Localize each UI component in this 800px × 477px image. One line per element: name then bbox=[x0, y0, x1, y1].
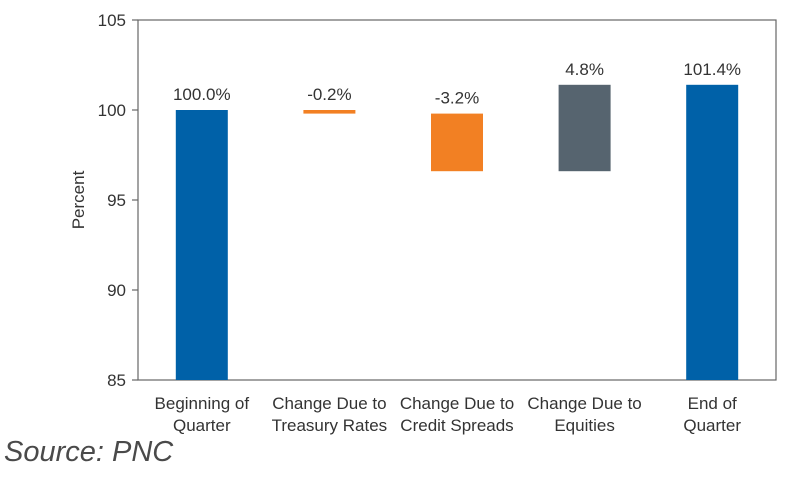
data-labels: 100.0% -0.2% -3.2% 4.8% 101.4% bbox=[173, 60, 741, 108]
bar bbox=[303, 110, 356, 114]
bar bbox=[686, 84, 739, 381]
plot-border bbox=[137, 19, 777, 381]
y-axis-ticks: 85 90 95 100 105 bbox=[98, 11, 138, 390]
y-tick-label: 100 bbox=[98, 101, 126, 120]
x-category-label-line: Beginning of bbox=[155, 394, 250, 413]
source-note: Source: PNC bbox=[4, 436, 174, 468]
x-category-label: End of Quarter bbox=[683, 394, 741, 435]
x-category-label: Change Due to Equities bbox=[527, 394, 641, 435]
y-tick-label: 95 bbox=[107, 191, 126, 210]
x-category-label-line: Change Due to bbox=[272, 394, 386, 413]
bar bbox=[558, 84, 611, 172]
bars bbox=[175, 84, 739, 381]
bar-value-label: 101.4% bbox=[683, 60, 741, 79]
x-category-label-line: Change Due to bbox=[527, 394, 641, 413]
bar-value-label: 4.8% bbox=[565, 60, 604, 79]
y-tick-label: 85 bbox=[107, 371, 126, 390]
y-axis-title: Percent bbox=[69, 170, 88, 229]
bar bbox=[175, 110, 228, 380]
bar bbox=[431, 113, 483, 172]
bar-value-label: -0.2% bbox=[307, 85, 351, 104]
category-labels: Beginning of Quarter Change Due to Treasury… bbox=[155, 394, 742, 435]
x-category-label-line: Quarter bbox=[683, 416, 741, 435]
x-category-label: Change Due to Credit Spreads bbox=[400, 394, 514, 435]
x-category-label-line: Quarter bbox=[173, 416, 231, 435]
x-category-label-line: Change Due to bbox=[400, 394, 514, 413]
plot-frame bbox=[137, 19, 777, 381]
x-category-label-line: Equities bbox=[554, 416, 614, 435]
x-category-label-line: End of bbox=[688, 394, 737, 413]
x-category-label-line: Credit Spreads bbox=[400, 416, 513, 435]
bar-value-label: 100.0% bbox=[173, 85, 231, 104]
y-tick-label: 105 bbox=[98, 11, 126, 30]
x-category-label: Change Due to Treasury Rates bbox=[272, 394, 388, 435]
y-tick-label: 90 bbox=[107, 281, 126, 300]
x-category-label: Beginning of Quarter bbox=[155, 394, 250, 435]
bar-value-label: -3.2% bbox=[435, 89, 479, 108]
x-category-label-line: Treasury Rates bbox=[272, 416, 388, 435]
